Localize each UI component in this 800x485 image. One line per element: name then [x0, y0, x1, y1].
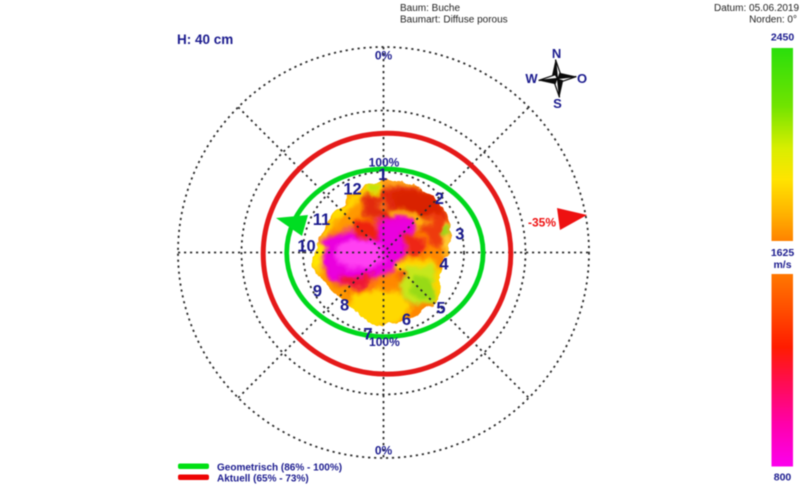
svg-text:5: 5: [436, 300, 445, 318]
svg-text:12: 12: [343, 180, 361, 198]
svg-text:N: N: [552, 46, 561, 61]
svg-text:2450: 2450: [771, 32, 795, 44]
svg-text:Datum: 05.06.2019: Datum: 05.06.2019: [714, 3, 799, 14]
svg-text:800: 800: [774, 472, 792, 484]
svg-text:Aktuell (65% - 73%): Aktuell (65% - 73%): [217, 474, 309, 485]
svg-text:8: 8: [340, 296, 349, 314]
svg-text:4: 4: [439, 255, 449, 273]
svg-text:m/s: m/s: [773, 259, 791, 271]
svg-text:6: 6: [402, 311, 411, 329]
svg-text:O: O: [577, 71, 587, 86]
svg-text:2: 2: [435, 190, 444, 208]
svg-text:Geometrisch (86% - 100%): Geometrisch (86% - 100%): [217, 463, 342, 474]
svg-text:W: W: [525, 71, 538, 86]
svg-text:100%: 100%: [369, 335, 400, 349]
svg-text:1625: 1625: [771, 247, 795, 259]
svg-text:0%: 0%: [375, 444, 393, 458]
svg-text:Baumart: Diffuse porous: Baumart: Diffuse porous: [400, 15, 508, 26]
svg-text:0%: 0%: [375, 49, 393, 63]
svg-text:100%: 100%: [369, 156, 400, 170]
svg-text:-35%: -35%: [528, 216, 556, 230]
svg-text:9: 9: [313, 283, 322, 301]
svg-text:1: 1: [378, 166, 387, 184]
svg-text:S: S: [553, 96, 562, 111]
svg-text:3: 3: [455, 225, 464, 243]
svg-text:H: 40 cm: H: 40 cm: [177, 32, 233, 47]
svg-text:Norden: 0°: Norden: 0°: [749, 15, 797, 26]
svg-text:10: 10: [297, 238, 315, 256]
svg-text:11: 11: [313, 211, 330, 229]
svg-text:7: 7: [363, 326, 372, 344]
svg-text:Baum: Buche: Baum: Buche: [400, 3, 460, 14]
